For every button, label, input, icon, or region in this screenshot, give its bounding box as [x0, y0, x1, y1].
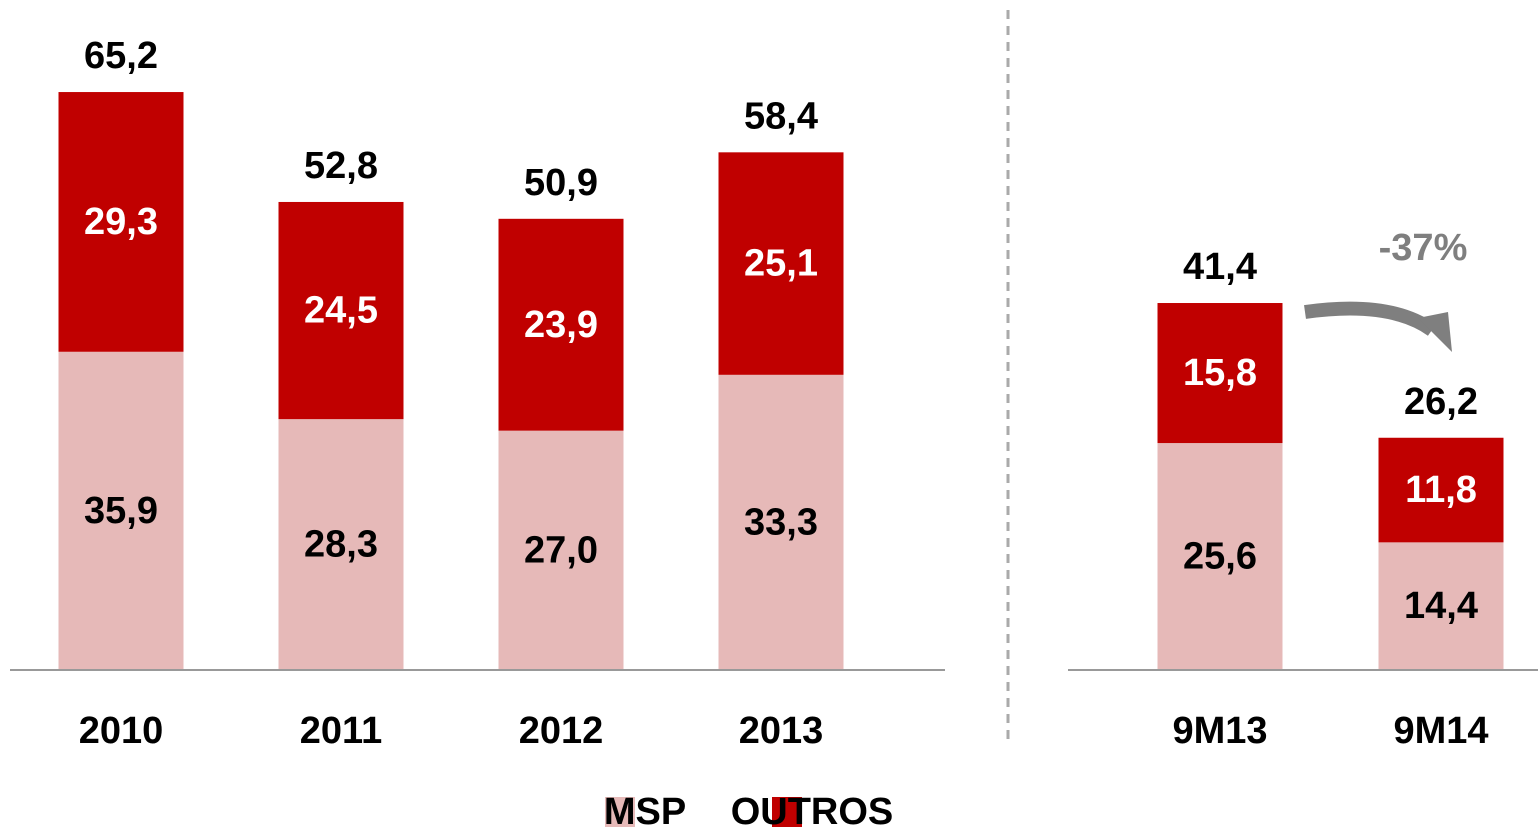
bar-segment — [58, 92, 184, 352]
arrow — [1304, 301, 1437, 336]
x-tick-label: 2010 — [79, 710, 164, 752]
arrow-head — [1418, 312, 1452, 352]
total-label: 65,2 — [84, 35, 158, 77]
bar-segment — [718, 374, 844, 670]
value-label: 25,1 — [744, 243, 818, 285]
bar-segment — [278, 201, 404, 420]
value-label: 11,8 — [1405, 469, 1477, 511]
legend-label: MSP — [604, 791, 686, 831]
total-label: 26,2 — [1404, 381, 1478, 423]
value-label: 14,4 — [1404, 585, 1478, 627]
x-tick-label: 2011 — [300, 710, 382, 752]
value-label: 15,8 — [1183, 352, 1257, 394]
value-label: 28,3 — [304, 524, 378, 566]
total-label: 58,4 — [744, 95, 818, 137]
bar-segment — [498, 430, 624, 670]
value-label: 25,6 — [1183, 536, 1257, 578]
value-label: 29,3 — [84, 201, 158, 243]
legend-swatch — [605, 797, 635, 827]
bar-segment — [1378, 542, 1504, 670]
total-label: 52,8 — [304, 145, 378, 187]
x-tick-label: 2013 — [739, 710, 824, 752]
total-label: 41,4 — [1183, 246, 1257, 288]
bar-segment — [718, 152, 844, 375]
bar-segment — [1378, 437, 1504, 543]
annotation: -37% — [1379, 227, 1468, 269]
value-label: 27,0 — [524, 529, 598, 571]
x-tick-label: 2012 — [519, 710, 604, 752]
bar-segment — [278, 419, 404, 670]
legend-label: OUTROS — [731, 791, 894, 831]
value-label: 35,9 — [84, 490, 158, 532]
bar-segment — [1157, 443, 1283, 670]
value-label: 24,5 — [304, 290, 378, 332]
bar-segment — [1157, 303, 1283, 444]
total-label: 50,9 — [524, 162, 598, 204]
value-label: 33,3 — [744, 501, 818, 543]
x-tick-label: 9M13 — [1172, 710, 1267, 752]
bar-segment — [498, 218, 624, 431]
x-tick-label: 9M14 — [1393, 710, 1488, 752]
bar-segment — [58, 351, 184, 670]
legend-swatch — [772, 797, 802, 827]
value-label: 23,9 — [524, 304, 598, 346]
